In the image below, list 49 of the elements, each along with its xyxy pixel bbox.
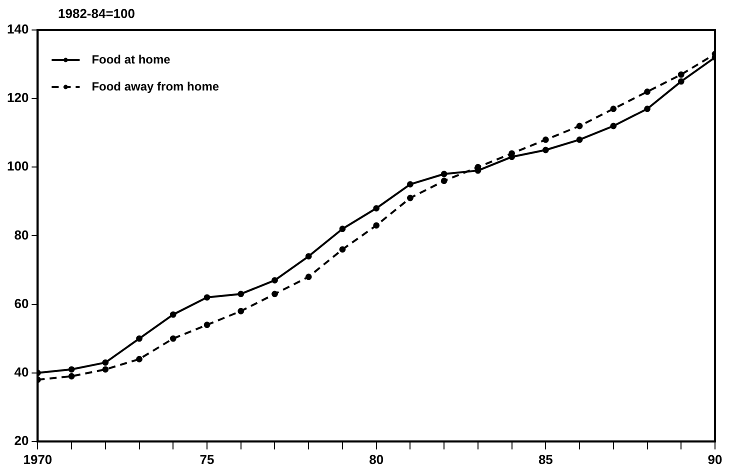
point [170, 335, 176, 342]
point [610, 106, 617, 112]
legend-label: Food away from home [92, 79, 220, 94]
x-tick-label: 1970 [23, 452, 52, 467]
y-tick-label: 80 [14, 227, 29, 242]
point [272, 290, 278, 298]
point [373, 205, 380, 212]
point [136, 356, 142, 362]
point [678, 71, 684, 78]
point [238, 308, 244, 314]
y-tick-label: 120 [6, 90, 29, 106]
x-tick-label: 75 [200, 452, 214, 467]
point [644, 88, 650, 95]
point [610, 122, 617, 130]
point [576, 122, 583, 130]
point [136, 335, 142, 342]
point [272, 277, 278, 284]
y-tick-label: 60 [14, 296, 29, 311]
y-tick-label: 20 [14, 432, 29, 448]
point [373, 222, 380, 229]
point [305, 274, 312, 280]
point [204, 322, 210, 328]
point [339, 226, 346, 232]
x-tick-label: 85 [538, 452, 553, 467]
point [542, 136, 549, 143]
point [440, 170, 448, 178]
point [102, 359, 109, 366]
y-axis-title: 1982-84=100 [58, 6, 135, 21]
point [238, 290, 244, 298]
x-tick-label: 90 [708, 452, 722, 467]
x-tick-label: 80 [369, 452, 384, 467]
point [339, 246, 346, 253]
y-tick-label: 40 [14, 364, 29, 380]
y-tick-label: 140 [6, 22, 29, 37]
legend-label: Food at home [92, 52, 171, 66]
point [542, 146, 549, 154]
point [407, 194, 414, 202]
y-tick-label: 100 [6, 158, 29, 174]
point [440, 178, 448, 184]
point [407, 181, 414, 188]
point [678, 78, 684, 85]
point [170, 311, 176, 318]
point [68, 366, 75, 373]
point [204, 294, 210, 301]
point [68, 373, 75, 380]
point [102, 366, 109, 373]
point [576, 136, 583, 143]
point [644, 106, 650, 112]
point [305, 253, 312, 260]
